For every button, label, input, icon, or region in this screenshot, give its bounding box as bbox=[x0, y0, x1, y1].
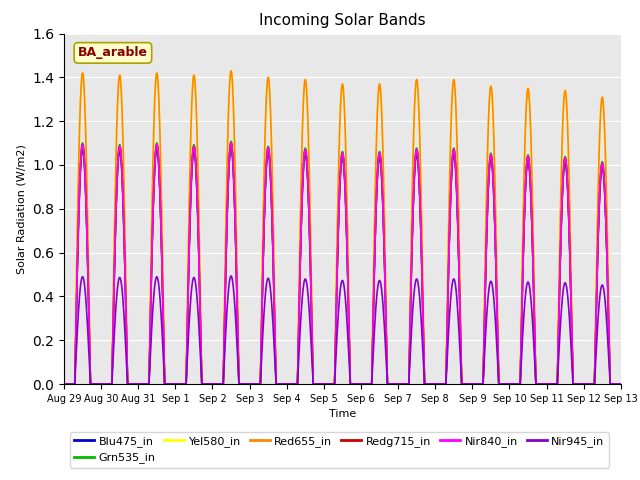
X-axis label: Time: Time bbox=[329, 409, 356, 419]
Title: Incoming Solar Bands: Incoming Solar Bands bbox=[259, 13, 426, 28]
Legend: Blu475_in, Grn535_in, Yel580_in, Red655_in, Redg715_in, Nir840_in, Nir945_in: Blu475_in, Grn535_in, Yel580_in, Red655_… bbox=[70, 432, 609, 468]
Text: BA_arable: BA_arable bbox=[78, 47, 148, 60]
Y-axis label: Solar Radiation (W/m2): Solar Radiation (W/m2) bbox=[17, 144, 27, 274]
